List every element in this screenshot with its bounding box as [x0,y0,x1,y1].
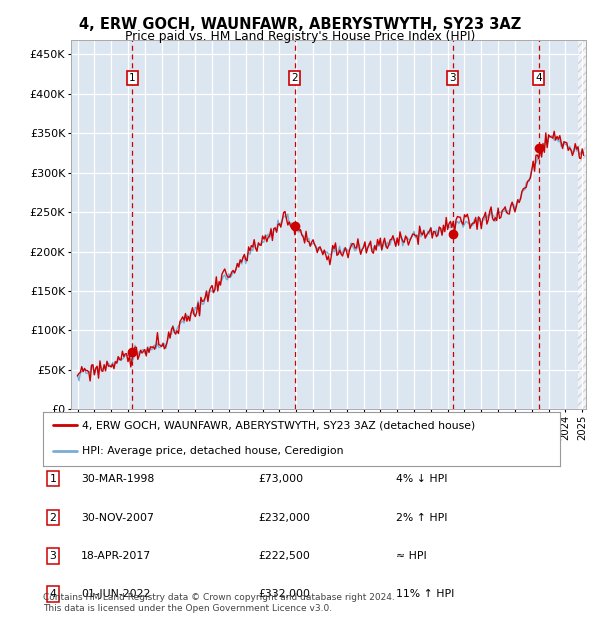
Text: HPI: Average price, detached house, Ceredigion: HPI: Average price, detached house, Cere… [82,446,343,456]
Text: ≈ HPI: ≈ HPI [396,551,427,561]
Text: 11% ↑ HPI: 11% ↑ HPI [396,589,454,599]
Text: 18-APR-2017: 18-APR-2017 [81,551,151,561]
Text: 4% ↓ HPI: 4% ↓ HPI [396,474,448,484]
Text: 2: 2 [49,513,56,523]
Text: £232,000: £232,000 [258,513,310,523]
Text: 4, ERW GOCH, WAUNFAWR, ABERYSTWYTH, SY23 3AZ (detached house): 4, ERW GOCH, WAUNFAWR, ABERYSTWYTH, SY23… [82,420,475,430]
Text: 3: 3 [49,551,56,561]
Text: £222,500: £222,500 [258,551,310,561]
Text: 4, ERW GOCH, WAUNFAWR, ABERYSTWYTH, SY23 3AZ: 4, ERW GOCH, WAUNFAWR, ABERYSTWYTH, SY23… [79,17,521,32]
Text: 1: 1 [49,474,56,484]
Text: Contains HM Land Registry data © Crown copyright and database right 2024.
This d: Contains HM Land Registry data © Crown c… [43,593,395,613]
Text: Price paid vs. HM Land Registry's House Price Index (HPI): Price paid vs. HM Land Registry's House … [125,30,475,43]
Text: 4: 4 [49,589,56,599]
Text: £73,000: £73,000 [258,474,303,484]
Text: 3: 3 [449,73,456,83]
Text: 2% ↑ HPI: 2% ↑ HPI [396,513,448,523]
Text: 30-MAR-1998: 30-MAR-1998 [81,474,154,484]
Text: 30-NOV-2007: 30-NOV-2007 [81,513,154,523]
Text: 2: 2 [292,73,298,83]
Text: 01-JUN-2022: 01-JUN-2022 [81,589,151,599]
Text: £332,000: £332,000 [258,589,310,599]
Text: 4: 4 [536,73,542,83]
Text: 1: 1 [129,73,136,83]
